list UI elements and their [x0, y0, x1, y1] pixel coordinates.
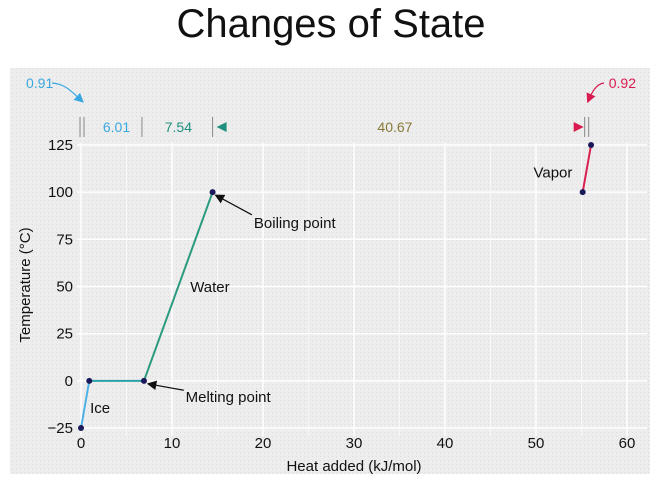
vapor-heat-arrow [586, 82, 605, 104]
x-tick-label: 30 [346, 435, 363, 452]
melting-point-arrow [146, 380, 184, 391]
vaporization-arrow-head-left [216, 122, 227, 132]
curve-segment [80, 380, 91, 429]
x-tick-label: 0 [77, 435, 85, 452]
y-tick-label: −25 [48, 420, 73, 437]
melting-point-label: Melting point [186, 389, 272, 406]
data-point [140, 377, 147, 384]
heat-value-brackets [51, 82, 605, 137]
ice-heat-value: 0.91 [26, 75, 53, 91]
y-tick-label: 0 [65, 373, 73, 390]
y-tick-label: 25 [56, 326, 73, 343]
boiling-point-arrow [214, 194, 253, 216]
x-tick-label: 20 [255, 435, 272, 452]
vapor-label: Vapor [533, 164, 572, 181]
x-axis-label: Heat added (kJ/mol) [286, 458, 421, 475]
plot-background [10, 68, 650, 474]
curve-segment [581, 144, 593, 193]
boiling-point-label: Boiling point [254, 215, 337, 232]
y-tick-label: 125 [48, 137, 73, 154]
data-point [78, 425, 84, 431]
water-label: Water [190, 279, 229, 296]
chart-title: Changes of State [176, 2, 486, 46]
x-tick-label: 60 [619, 435, 636, 452]
vaporization-arrow-head-right [573, 122, 584, 132]
heating-curve [78, 142, 595, 431]
y-tick-label: 75 [56, 231, 73, 248]
y-tick-label: 50 [56, 279, 73, 296]
y-axis-label: Temperature (°C) [17, 227, 34, 342]
x-tick-label: 50 [528, 435, 545, 452]
data-point [86, 377, 93, 384]
vapor-heat-value: 0.92 [609, 75, 636, 91]
curve-segment [143, 191, 214, 382]
data-point [209, 189, 216, 196]
vaporization-value: 40.67 [377, 119, 412, 135]
data-point [579, 189, 586, 196]
water-heat-value: 7.54 [165, 119, 192, 135]
fusion-value: 6.01 [103, 119, 130, 135]
x-tick-label: 10 [164, 435, 181, 452]
data-point [588, 142, 595, 148]
x-tick-label: 40 [437, 435, 454, 452]
ice-heat-arrow [51, 82, 84, 103]
ice-label: Ice [90, 400, 110, 417]
y-tick-label: 100 [48, 184, 73, 201]
